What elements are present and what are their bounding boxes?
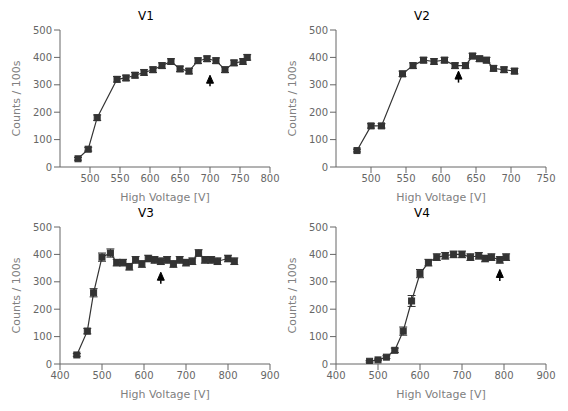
svg-text:500: 500: [92, 370, 111, 381]
svg-text:300: 300: [309, 79, 328, 90]
svg-text:0: 0: [322, 359, 328, 370]
svg-text:100: 100: [309, 331, 328, 342]
svg-text:700: 700: [501, 173, 520, 184]
svg-text:400: 400: [33, 249, 52, 260]
svg-text:400: 400: [309, 249, 328, 260]
svg-text:Counts / 100s: Counts / 100s: [286, 257, 299, 333]
svg-text:650: 650: [170, 173, 189, 184]
svg-text:600: 600: [431, 173, 450, 184]
svg-text:500: 500: [33, 25, 52, 36]
svg-text:600: 600: [410, 370, 429, 381]
svg-text:800: 800: [494, 370, 513, 381]
svg-text:300: 300: [309, 276, 328, 287]
svg-text:400: 400: [326, 370, 345, 381]
svg-text:700: 700: [452, 370, 471, 381]
svg-text:600: 600: [134, 370, 153, 381]
svg-text:750: 750: [230, 173, 249, 184]
svg-text:900: 900: [536, 370, 555, 381]
svg-text:300: 300: [33, 79, 52, 90]
svg-text:650: 650: [466, 173, 485, 184]
svg-text:0: 0: [322, 162, 328, 173]
svg-text:400: 400: [50, 370, 69, 381]
svg-text:0: 0: [46, 359, 52, 370]
svg-text:500: 500: [80, 173, 99, 184]
svg-text:Counts / 100s: Counts / 100s: [286, 60, 299, 136]
svg-text:High Voltage [V]: High Voltage [V]: [120, 191, 210, 203]
svg-text:Counts / 100s: Counts / 100s: [10, 257, 23, 333]
svg-text:500: 500: [309, 25, 328, 36]
svg-text:High Voltage [V]: High Voltage [V]: [396, 388, 486, 400]
svg-text:100: 100: [33, 331, 52, 342]
html-text:V2: V2: [414, 9, 430, 23]
svg-text:200: 200: [33, 107, 52, 118]
svg-text:700: 700: [200, 173, 219, 184]
svg-text:900: 900: [260, 370, 279, 381]
svg-text:300: 300: [33, 276, 52, 287]
svg-text:500: 500: [309, 222, 328, 233]
svg-text:550: 550: [110, 173, 129, 184]
svg-text:High Voltage [V]: High Voltage [V]: [396, 191, 486, 203]
svg-text:750: 750: [536, 173, 555, 184]
svg-text:400: 400: [309, 52, 328, 63]
svg-text:700: 700: [176, 370, 195, 381]
html-text:V4: V4: [414, 206, 430, 220]
svg-text:600: 600: [140, 173, 159, 184]
svg-text:550: 550: [396, 173, 415, 184]
svg-text:500: 500: [361, 173, 380, 184]
svg-text:500: 500: [33, 222, 52, 233]
svg-text:800: 800: [260, 173, 279, 184]
svg-text:High Voltage [V]: High Voltage [V]: [120, 388, 210, 400]
svg-text:800: 800: [218, 370, 237, 381]
svg-text:100: 100: [309, 134, 328, 145]
html-text:V1: V1: [138, 9, 154, 23]
svg-text:400: 400: [33, 52, 52, 63]
svg-text:200: 200: [33, 304, 52, 315]
svg-text:500: 500: [368, 370, 387, 381]
svg-text:200: 200: [309, 304, 328, 315]
svg-text:200: 200: [309, 107, 328, 118]
svg-text:100: 100: [33, 134, 52, 145]
svg-text:Counts / 100s: Counts / 100s: [10, 60, 23, 136]
svg-text:0: 0: [46, 162, 52, 173]
html-text:V3: V3: [138, 206, 154, 220]
